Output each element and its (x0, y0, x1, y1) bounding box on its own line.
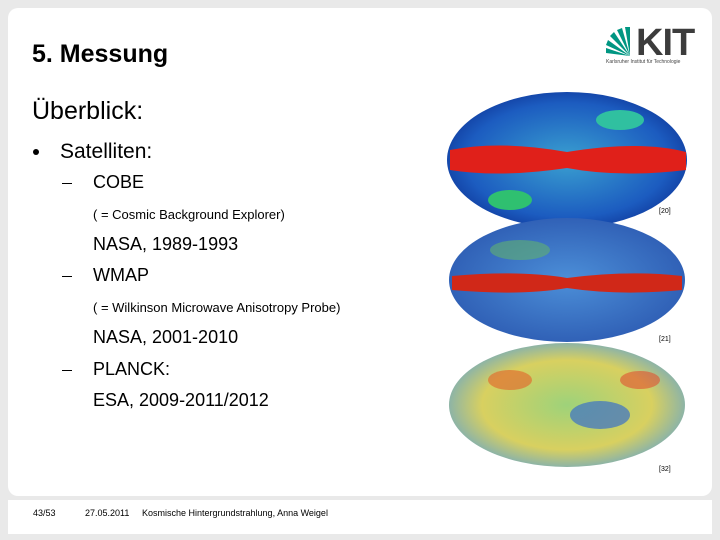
planck-map (449, 343, 685, 467)
image-ref: [32] (659, 466, 671, 473)
footer-date: 27.05.2011 (85, 508, 130, 518)
galactic-band (450, 145, 686, 174)
item-name: PLANCK: (93, 359, 171, 379)
galactic-band (452, 273, 682, 293)
footer-text: Kosmische Hintergrundstrahlung, Anna Wei… (142, 508, 328, 518)
logo-text: KIT (636, 22, 695, 64)
logo-mark (606, 27, 630, 56)
image-ref: [20] (659, 208, 671, 215)
bullet (33, 149, 39, 155)
image-ref: [21] (659, 336, 671, 343)
logo-subtitle: Karlsruher Institut für Technologie (606, 59, 681, 65)
dash (62, 183, 72, 184)
item-name: COBE (93, 172, 145, 192)
heading: Überblick: (32, 97, 144, 125)
blob (488, 190, 532, 210)
item-info: NASA, 1989-1993 (93, 234, 239, 254)
slide-title: 5. Messung (32, 40, 169, 68)
blob (490, 240, 550, 260)
page-number: 43/53 (33, 508, 56, 518)
item-detail: ( = Wilkinson Microwave Anisotropy Probe… (93, 300, 341, 315)
blob (596, 110, 644, 130)
footer-bar (8, 500, 712, 534)
blob (570, 401, 630, 429)
blob (488, 370, 532, 390)
dash (62, 276, 72, 277)
dash (62, 370, 72, 371)
item-info: NASA, 2001-2010 (93, 327, 239, 347)
item-name: WMAP (93, 265, 149, 285)
item-detail: ( = Cosmic Background Explorer) (93, 207, 285, 222)
bullet-text: Satelliten: (60, 140, 153, 163)
item-info: ESA, 2009-2011/2012 (93, 390, 269, 410)
blob (620, 371, 660, 389)
